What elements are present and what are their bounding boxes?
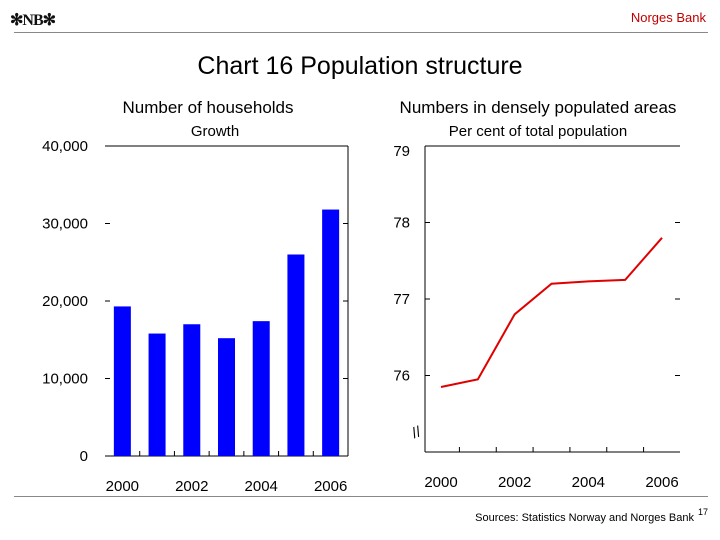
households-chart: Number of households Growth 0 10,000 20,00… — [42, 98, 349, 495]
density-x-tick-label: 2004 — [572, 474, 605, 491]
households-bar — [148, 333, 166, 456]
households-bar — [218, 338, 235, 456]
households-bar — [183, 324, 201, 456]
households-chart-subtitle: Growth — [191, 123, 239, 140]
households-chart-title: Number of households — [122, 98, 293, 117]
households-x-tick-label: 2002 — [175, 478, 208, 495]
density-x-tick-label: 2000 — [424, 474, 457, 491]
density-y-tick-label: 79 — [393, 143, 410, 160]
footer-divider — [14, 496, 708, 497]
households-x-tick-label: 2000 — [106, 478, 139, 495]
households-bar — [322, 209, 340, 456]
density-chart-subtitle: Per cent of total population — [449, 123, 627, 140]
households-bar — [113, 306, 131, 456]
norges-bank-logo: ✻NB✻ — [10, 12, 56, 29]
sources-note: Sources: Statistics Norway and Norges Ba… — [475, 512, 694, 524]
households-bar — [252, 321, 270, 456]
households-y-tick-label: 20,000 — [42, 293, 88, 310]
households-y-tick-label: 0 — [80, 448, 88, 465]
density-x-tick-label: 2002 — [498, 474, 531, 491]
density-series-line — [440, 237, 663, 388]
brand-name: Norges Bank — [630, 10, 706, 25]
households-x-tick-label: 2004 — [245, 478, 278, 495]
density-y-tick-label: 78 — [393, 215, 410, 232]
density-chart: Numbers in densely populated areas Per c… — [393, 98, 680, 491]
page-title: Chart 16 Population structure — [197, 52, 523, 80]
density-x-tick-label: 2006 — [645, 474, 678, 491]
density-y-tick-label: 76 — [393, 368, 410, 385]
households-bar — [287, 254, 305, 456]
density-y-tick-label: 77 — [393, 291, 410, 308]
axis-break-mark: // — [410, 423, 424, 442]
households-y-tick-label: 40,000 — [42, 138, 88, 155]
header-divider — [14, 32, 708, 33]
page-number: 17 — [697, 507, 708, 517]
households-y-tick-label: 30,000 — [42, 216, 88, 233]
density-chart-title: Numbers in densely populated areas — [400, 98, 677, 117]
households-x-tick-label: 2006 — [314, 478, 347, 495]
households-y-tick-label: 10,000 — [42, 371, 88, 388]
